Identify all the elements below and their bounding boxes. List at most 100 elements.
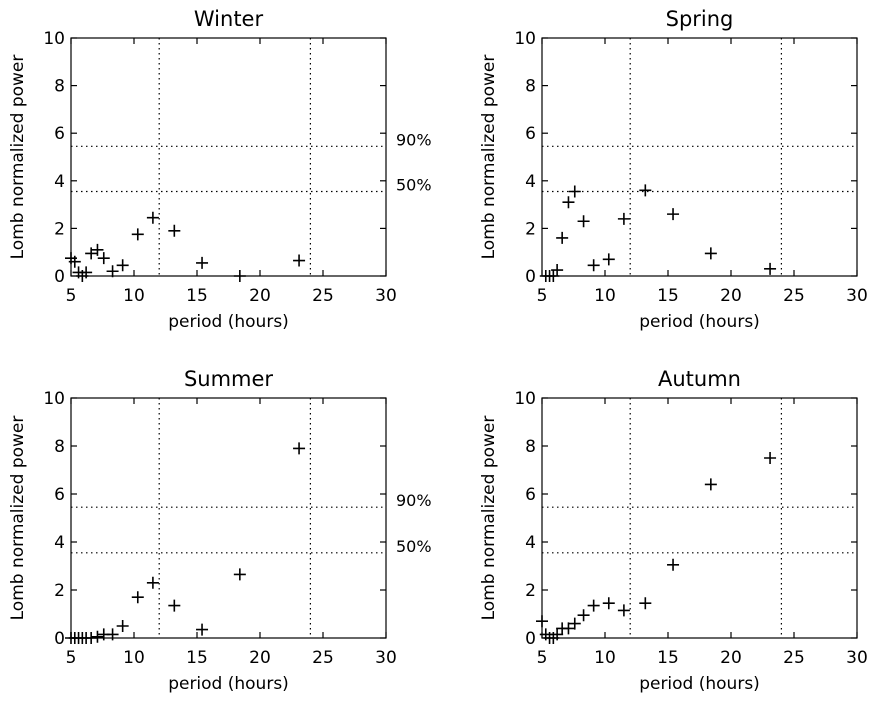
y-tick-label: 2 bbox=[54, 581, 65, 601]
data-point-marker bbox=[91, 243, 104, 256]
data-point-marker bbox=[168, 224, 181, 237]
data-point-marker bbox=[764, 262, 777, 275]
data-point-marker bbox=[168, 599, 181, 612]
x-tick-label: 5 bbox=[66, 648, 77, 668]
data-point-marker bbox=[602, 597, 615, 610]
data-point-marker bbox=[562, 196, 575, 209]
x-tick-label: 25 bbox=[312, 648, 334, 668]
data-point-marker bbox=[617, 212, 630, 225]
x-axis-label: period (hours) bbox=[639, 674, 760, 694]
x-tick-label: 10 bbox=[123, 648, 145, 668]
x-tick-label: 5 bbox=[66, 286, 77, 306]
significance-label: 50% bbox=[396, 176, 432, 195]
data-point-marker bbox=[536, 615, 548, 628]
significance-label: 90% bbox=[396, 491, 432, 510]
data-point-marker bbox=[704, 478, 717, 491]
y-tick-label: 4 bbox=[525, 172, 536, 192]
data-point-marker bbox=[196, 256, 209, 269]
y-tick-label: 6 bbox=[54, 485, 65, 505]
y-tick-label: 8 bbox=[525, 77, 536, 97]
data-point-marker bbox=[146, 576, 159, 589]
y-tick-label: 8 bbox=[525, 437, 536, 457]
x-tick-label: 15 bbox=[657, 648, 679, 668]
data-point-marker bbox=[577, 215, 590, 228]
data-point-marker bbox=[568, 185, 581, 198]
data-point-marker bbox=[562, 622, 575, 635]
data-point-marker bbox=[196, 623, 209, 636]
x-tick-label: 5 bbox=[537, 286, 548, 306]
data-point-marker bbox=[667, 208, 680, 221]
panel-title: Winter bbox=[194, 7, 264, 31]
data-point-marker bbox=[587, 599, 600, 612]
data-point-marker bbox=[704, 247, 717, 260]
data-point-marker bbox=[106, 265, 119, 278]
panel-title: Summer bbox=[184, 367, 273, 391]
data-point-marker bbox=[97, 252, 110, 265]
data-point-marker bbox=[639, 184, 652, 197]
data-point-marker bbox=[116, 620, 129, 632]
y-tick-label: 10 bbox=[43, 29, 65, 49]
y-tick-label: 4 bbox=[54, 172, 65, 192]
data-point-marker bbox=[131, 591, 144, 604]
plot-frame bbox=[70, 397, 387, 639]
x-tick-label: 15 bbox=[186, 286, 208, 306]
y-tick-label: 4 bbox=[54, 533, 65, 553]
data-point-marker bbox=[131, 228, 144, 241]
x-tick-label: 20 bbox=[720, 648, 742, 668]
data-point-marker bbox=[667, 558, 680, 571]
x-tick-label: 10 bbox=[123, 286, 145, 306]
y-tick-label: 6 bbox=[525, 124, 536, 144]
y-axis-label: Lomb normalized power bbox=[479, 55, 499, 260]
data-point-marker bbox=[551, 628, 564, 641]
x-tick-label: 20 bbox=[249, 286, 271, 306]
x-tick-label: 15 bbox=[186, 648, 208, 668]
x-tick-label: 30 bbox=[375, 286, 397, 306]
y-tick-label: 4 bbox=[525, 533, 536, 553]
plot-frame bbox=[541, 397, 858, 639]
data-point-marker bbox=[639, 597, 652, 610]
y-tick-label: 8 bbox=[54, 437, 65, 457]
x-tick-label: 20 bbox=[249, 648, 271, 668]
data-point-marker bbox=[80, 266, 93, 279]
significance-label: 90% bbox=[396, 130, 432, 149]
y-tick-label: 8 bbox=[54, 77, 65, 97]
data-point-marker bbox=[146, 211, 159, 224]
data-point-marker bbox=[233, 270, 246, 282]
data-point-marker bbox=[85, 632, 98, 644]
data-point-marker bbox=[293, 254, 306, 267]
panel-spring: Spring 5 10 15 20 25 30 0 2 4 6 8 10 period (hours) Lo… bbox=[479, 7, 868, 332]
data-point-marker bbox=[293, 442, 306, 455]
x-tick-label: 30 bbox=[846, 286, 868, 306]
y-axis-label: Lomb normalized power bbox=[479, 416, 499, 621]
x-tick-label: 25 bbox=[312, 286, 334, 306]
data-point-marker bbox=[617, 604, 630, 617]
y-tick-label: 0 bbox=[525, 267, 536, 287]
x-axis-label: period (hours) bbox=[639, 312, 760, 332]
plot-frame bbox=[70, 37, 387, 277]
data-point-marker bbox=[602, 253, 615, 266]
y-tick-label: 10 bbox=[43, 389, 65, 409]
x-tick-label: 25 bbox=[783, 286, 805, 306]
panel-title: Spring bbox=[666, 7, 734, 31]
data-point-marker bbox=[587, 259, 600, 272]
panel-autumn: Autumn 5 10 15 20 25 30 0 2 4 6 8 10 period (hours) Lo… bbox=[479, 367, 868, 694]
data-point-marker bbox=[577, 609, 590, 622]
y-tick-label: 10 bbox=[514, 29, 536, 49]
significance-label: 50% bbox=[396, 537, 432, 556]
x-tick-label: 15 bbox=[657, 286, 679, 306]
panel-summer: Summer 50% 90% 5 10 15 20 25 30 0 2 4 6 8 10 period (ho… bbox=[8, 367, 432, 694]
data-point-marker bbox=[106, 628, 119, 641]
y-tick-label: 2 bbox=[525, 219, 536, 239]
data-point-marker bbox=[764, 452, 777, 464]
y-axis-label: Lomb normalized power bbox=[8, 416, 28, 621]
panel-title: Autumn bbox=[658, 367, 741, 391]
data-point-marker bbox=[551, 264, 564, 277]
y-tick-label: 6 bbox=[54, 124, 65, 144]
y-tick-label: 2 bbox=[525, 581, 536, 601]
y-tick-label: 10 bbox=[514, 389, 536, 409]
plot-frame bbox=[541, 37, 858, 277]
y-tick-label: 0 bbox=[525, 629, 536, 649]
x-tick-label: 10 bbox=[594, 648, 616, 668]
y-tick-label: 0 bbox=[54, 267, 65, 287]
